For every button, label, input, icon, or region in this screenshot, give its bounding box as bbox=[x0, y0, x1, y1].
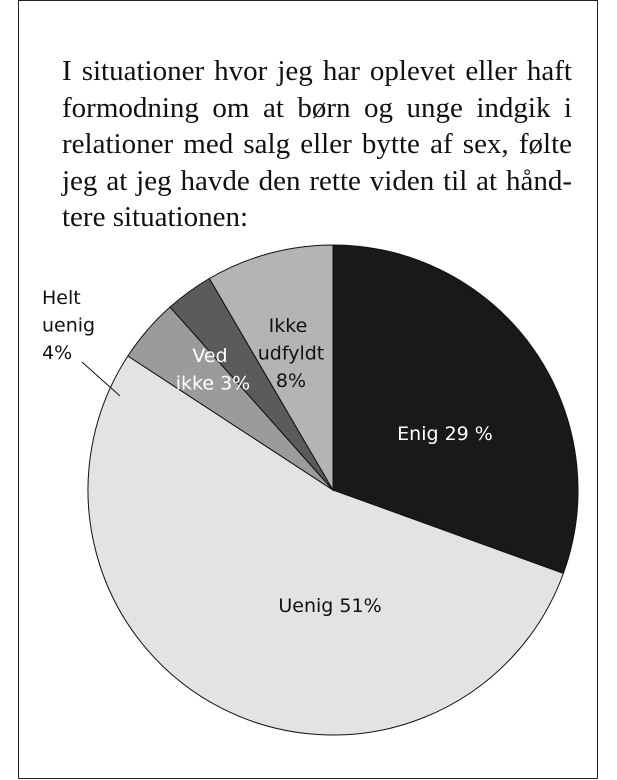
data-label: Uenig 51% bbox=[278, 595, 381, 617]
data-label: Ikke udfyldt 8% bbox=[258, 315, 325, 392]
category-label: Uenig bbox=[278, 595, 333, 617]
pie-slice bbox=[332, 244, 579, 575]
data-label: Enig 29 % bbox=[397, 423, 493, 445]
chart-title: I situationer hvor jeg har oplevet eller… bbox=[62, 55, 572, 233]
category-label: Helt uenig bbox=[42, 287, 95, 337]
pie-slice bbox=[208, 244, 334, 492]
data-label: Ved ikke 3% bbox=[176, 345, 251, 395]
value-label: 29 % bbox=[445, 423, 493, 445]
value-label: 8% bbox=[276, 370, 306, 392]
frame bbox=[18, 0, 598, 779]
value-label: 3% bbox=[220, 373, 250, 395]
leader-line bbox=[81, 361, 121, 397]
value-label: 4% bbox=[42, 342, 72, 364]
category-label: Ved ikke bbox=[176, 345, 234, 395]
pie-slice bbox=[87, 355, 565, 736]
value-label: 51% bbox=[339, 595, 381, 617]
category-label: Enig bbox=[397, 423, 438, 445]
data-label: Helt uenig 4% bbox=[42, 287, 95, 364]
category-label: Ikke udfyldt bbox=[258, 315, 325, 365]
